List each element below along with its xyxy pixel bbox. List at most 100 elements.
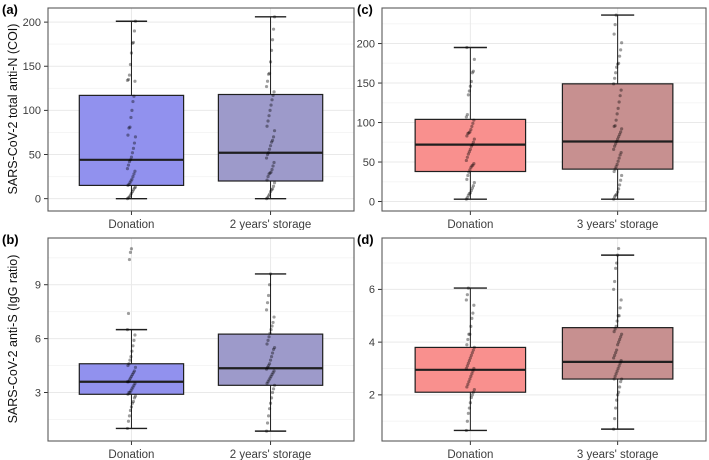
x-tick-label: 3 years' storage — [577, 219, 658, 230]
data-point — [127, 195, 132, 199]
data-point — [614, 71, 618, 75]
data-point — [616, 137, 620, 141]
data-point — [125, 197, 130, 201]
data-point — [271, 371, 275, 375]
data-point — [266, 338, 270, 342]
data-point — [466, 93, 470, 97]
data-point — [469, 374, 473, 379]
y-axis: 0 50 100 150 200 — [23, 17, 48, 205]
data-point — [127, 126, 131, 130]
data-point — [618, 385, 622, 389]
data-point — [127, 414, 132, 418]
data-point — [269, 140, 274, 144]
data-point — [133, 365, 138, 369]
data-point — [128, 358, 132, 362]
boxplot-group-storage — [561, 13, 674, 201]
data-point — [270, 138, 275, 142]
data-point — [267, 71, 272, 75]
data-point — [617, 314, 621, 318]
panel-b-plot: 3 6 9 Donation 2 years' storage — [35, 237, 355, 460]
data-point — [612, 377, 616, 381]
data-point — [272, 181, 277, 185]
data-point — [466, 411, 470, 415]
data-point — [267, 378, 271, 382]
data-point — [272, 160, 276, 165]
data-point — [613, 195, 617, 199]
data-point — [613, 416, 617, 421]
data-point — [125, 426, 130, 431]
data-point — [615, 319, 619, 323]
data-point — [612, 147, 616, 151]
box-iqr — [217, 333, 324, 386]
x-axis: Donation 3 years' storage — [447, 441, 658, 460]
data-point — [132, 172, 136, 176]
data-point — [465, 364, 469, 368]
data-point — [126, 311, 131, 316]
data-point — [619, 178, 623, 182]
data-point — [469, 324, 473, 328]
data-point — [270, 38, 275, 42]
data-point — [615, 348, 619, 352]
data-point — [612, 169, 616, 174]
panel-d-label: (d) — [357, 232, 374, 247]
data-point — [616, 62, 620, 66]
data-point — [615, 369, 619, 373]
data-point — [616, 343, 620, 347]
data-point — [468, 377, 472, 381]
data-point — [129, 405, 134, 409]
data-point — [265, 79, 270, 83]
data-point — [128, 181, 132, 185]
y-axis: 0 50 100 150 200 — [357, 38, 382, 208]
data-point — [131, 385, 135, 389]
data-point — [266, 194, 271, 198]
panel-b-y-axis-title: SARS-CoV-2 anti-S (IgG ratio) — [6, 254, 20, 424]
data-point — [471, 311, 475, 315]
data-point — [614, 142, 618, 146]
data-points — [125, 19, 138, 201]
data-point — [615, 162, 619, 166]
data-point — [464, 428, 468, 433]
data-point — [265, 421, 270, 425]
data-point — [128, 62, 133, 67]
data-point — [266, 174, 270, 179]
data-point — [126, 163, 131, 167]
data-point — [127, 73, 132, 77]
data-point — [129, 374, 134, 378]
panel-d-plot: 2 4 6 Donation 3 years' storage — [369, 237, 707, 460]
data-point — [471, 184, 475, 188]
data-point — [268, 189, 273, 194]
data-point — [466, 382, 470, 386]
data-point — [465, 134, 469, 138]
y-tick-label: 2 — [369, 390, 375, 402]
data-point — [268, 108, 272, 112]
data-point — [268, 144, 273, 148]
data-point — [613, 353, 617, 357]
data-point — [265, 124, 269, 128]
data-point — [467, 358, 471, 363]
data-point — [125, 380, 130, 384]
data-point — [131, 99, 135, 104]
data-point — [616, 314, 620, 318]
data-point — [266, 414, 271, 418]
data-point — [618, 132, 622, 136]
y-tick-label: 0 — [35, 193, 41, 205]
data-point — [614, 351, 618, 355]
panel-a-plot: 0 50 100 150 200 Donation 2 years' storage — [23, 7, 355, 230]
data-point — [466, 173, 470, 178]
data-point — [618, 153, 622, 157]
data-point — [612, 287, 616, 292]
y-tick-label: 50 — [29, 149, 41, 161]
data-points — [264, 15, 277, 201]
y-axis: 3 6 9 — [35, 280, 48, 399]
data-point — [270, 167, 274, 172]
data-point — [268, 331, 272, 335]
box-iqr — [561, 83, 674, 170]
data-point — [132, 396, 137, 400]
data-point — [470, 124, 474, 129]
boxplot-group-donation — [414, 286, 527, 433]
data-point — [127, 378, 132, 382]
data-point — [270, 351, 275, 355]
y-tick-label: 3 — [35, 387, 41, 399]
y-tick-label: 50 — [363, 157, 375, 169]
y-tick-label: 9 — [35, 280, 41, 292]
